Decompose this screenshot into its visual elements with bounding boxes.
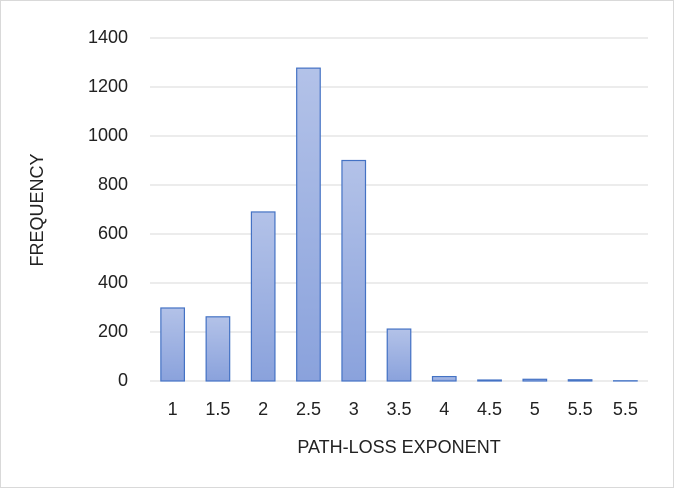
x-tick-label: 3 xyxy=(349,399,359,419)
x-tick-label: 3.5 xyxy=(386,399,411,419)
x-tick-label: 5 xyxy=(530,399,540,419)
bar xyxy=(341,159,367,382)
bar xyxy=(250,211,276,382)
bar xyxy=(160,307,186,382)
x-axis-label: PATH-LOSS EXPONENT xyxy=(297,437,500,457)
x-tick-label: 2.5 xyxy=(296,399,321,419)
y-tick-label: 1400 xyxy=(88,27,128,47)
y-tick-label: 1000 xyxy=(88,125,128,145)
y-tick-label: 400 xyxy=(98,272,128,292)
x-tick-label: 1 xyxy=(168,399,178,419)
x-tick-label: 1.5 xyxy=(205,399,230,419)
x-tick-label: 5.5 xyxy=(568,399,593,419)
bar xyxy=(477,379,502,382)
bar xyxy=(386,328,412,382)
y-tick-label: 1200 xyxy=(88,76,128,96)
x-tick-label: 4 xyxy=(439,399,449,419)
bar xyxy=(431,375,457,382)
y-axis-label: FREQUENCY xyxy=(27,153,47,266)
bar xyxy=(205,316,231,382)
y-tick-label: 600 xyxy=(98,223,128,243)
y-tick-label: 800 xyxy=(98,174,128,194)
y-tick-label: 0 xyxy=(118,370,128,390)
x-tick-label: 4.5 xyxy=(477,399,502,419)
bar xyxy=(296,67,321,382)
bar xyxy=(567,379,593,382)
x-tick-label: 5.5 xyxy=(613,399,638,419)
x-tick-label: 2 xyxy=(258,399,268,419)
y-tick-label: 200 xyxy=(98,321,128,341)
bar xyxy=(522,378,548,382)
